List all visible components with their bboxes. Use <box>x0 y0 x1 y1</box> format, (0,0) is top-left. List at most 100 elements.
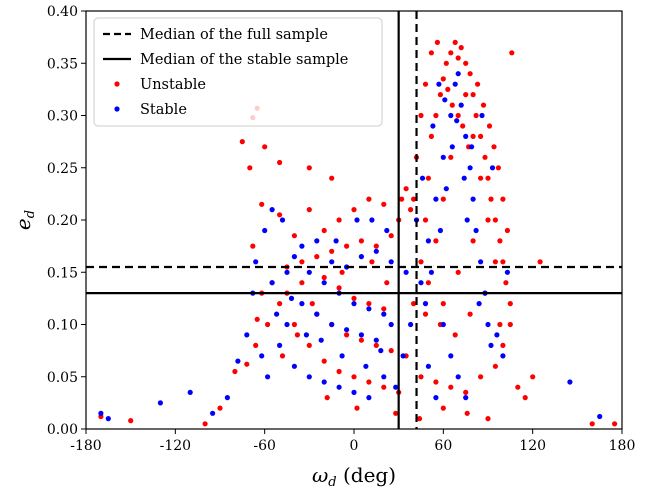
y-axis: 0.00 0.05 0.10 0.15 0.20 0.25 0.30 0.35 0.40 <box>47 4 86 438</box>
legend-label-full-median: Median of the full sample <box>140 27 328 43</box>
unstable-point-13 <box>329 175 335 181</box>
unstable-point-78 <box>440 76 446 82</box>
stable-point-85 <box>419 175 426 181</box>
unstable-point-148 <box>354 405 360 411</box>
unstable-point-58 <box>433 379 439 385</box>
unstable-point-35 <box>291 321 297 328</box>
stable-point-66 <box>448 353 454 359</box>
y-tick-label: 0.35 <box>47 56 78 72</box>
unstable-point-144 <box>265 321 271 328</box>
unstable-point-2 <box>202 421 208 427</box>
unstable-point-92 <box>492 217 498 223</box>
stable-point-58 <box>467 165 473 171</box>
stable-point-40 <box>329 259 335 265</box>
stable-point-89 <box>454 118 460 124</box>
unstable-point-22 <box>351 207 357 213</box>
unstable-point-86 <box>470 92 476 98</box>
unstable-point-99 <box>440 196 446 202</box>
unstable-point-110 <box>422 311 429 317</box>
stable-point-33 <box>351 389 357 395</box>
unstable-point-143 <box>279 353 286 359</box>
unstable-point-52 <box>321 274 327 281</box>
y-tick-label: 0.10 <box>47 318 78 334</box>
unstable-point-122 <box>445 86 451 92</box>
stable-point-81 <box>504 269 510 275</box>
unstable-point-121 <box>434 39 440 46</box>
stable-point-77 <box>464 217 470 223</box>
unstable-point-24 <box>381 201 387 207</box>
unstable-point-20 <box>321 227 327 234</box>
stable-point-2 <box>157 400 163 406</box>
stable-point-11 <box>269 207 275 213</box>
stable-point-97 <box>303 332 309 338</box>
unstable-point-153 <box>485 416 491 422</box>
stable-point-96 <box>318 337 324 343</box>
x-axis: -180 -120 -60 0 60 120 180 <box>70 429 635 454</box>
stable-point-27 <box>284 321 290 328</box>
unstable-point-88 <box>478 133 484 139</box>
stable-point-4 <box>210 410 216 416</box>
unstable-point-138 <box>339 269 345 275</box>
unstable-point-54 <box>351 295 357 301</box>
unstable-point-74 <box>425 175 431 181</box>
stable-points <box>98 71 603 422</box>
unstable-point-72 <box>418 259 424 265</box>
unstable-point-73 <box>422 217 429 223</box>
stable-point-38 <box>299 243 305 249</box>
unstable-point-108 <box>455 269 461 275</box>
stable-point-83 <box>597 413 603 420</box>
unstable-point-12 <box>306 165 312 171</box>
unstable-point-119 <box>422 81 429 87</box>
unstable-point-132 <box>504 227 510 234</box>
stable-point-53 <box>448 112 454 119</box>
stable-point-0 <box>98 410 104 416</box>
stable-point-54 <box>452 81 458 87</box>
unstable-point-118 <box>418 112 424 119</box>
stable-point-46 <box>408 321 414 328</box>
stable-point-63 <box>485 321 491 328</box>
legend-label-unstable: Unstable <box>140 77 206 93</box>
stable-point-92 <box>489 165 496 171</box>
unstable-point-28 <box>344 243 350 249</box>
unstable-point-10 <box>262 144 268 150</box>
unstable-point-5 <box>244 361 250 367</box>
unstable-point-136 <box>403 186 409 192</box>
x-tick-label: 120 <box>519 438 546 454</box>
stable-point-28 <box>277 342 283 348</box>
unstable-point-142 <box>294 332 300 338</box>
unstable-point-152 <box>464 410 470 416</box>
unstable-point-101 <box>455 112 461 119</box>
unstable-point-115 <box>497 321 503 328</box>
unstable-point-80 <box>448 50 454 56</box>
stable-point-3 <box>187 389 193 395</box>
unstable-point-65 <box>515 384 521 390</box>
stable-point-13 <box>291 254 297 260</box>
unstable-point-151 <box>440 405 446 411</box>
unstable-point-107 <box>440 301 446 307</box>
legend-label-stable-median: Median of the stable sample <box>140 52 348 68</box>
y-tick-label: 0.15 <box>47 265 78 281</box>
unstable-point-135 <box>399 196 405 202</box>
y-tick-label: 0.00 <box>47 422 78 438</box>
unstable-point-120 <box>428 50 434 56</box>
unstable-point-104 <box>478 175 484 181</box>
stable-point-17 <box>351 301 357 307</box>
unstable-point-109 <box>470 238 476 244</box>
unstable-point-31 <box>299 259 305 265</box>
unstable-point-149 <box>393 410 399 416</box>
unstable-point-55 <box>366 301 372 307</box>
unstable-point-113 <box>467 311 473 317</box>
x-tick-label: 180 <box>609 438 636 454</box>
stable-point-69 <box>425 363 431 369</box>
y-tick-label: 0.20 <box>47 213 78 229</box>
x-tick-label: -180 <box>70 438 101 454</box>
stable-point-24 <box>344 327 350 333</box>
x-tick-label: 0 <box>350 438 359 454</box>
stable-point-39 <box>314 238 320 244</box>
stable-point-65 <box>440 321 446 328</box>
unstable-point-41 <box>381 384 387 390</box>
legend: Median of the full sample Median of the … <box>93 17 383 127</box>
x-tick-label: -60 <box>253 438 276 454</box>
unstable-point-64 <box>507 321 513 328</box>
